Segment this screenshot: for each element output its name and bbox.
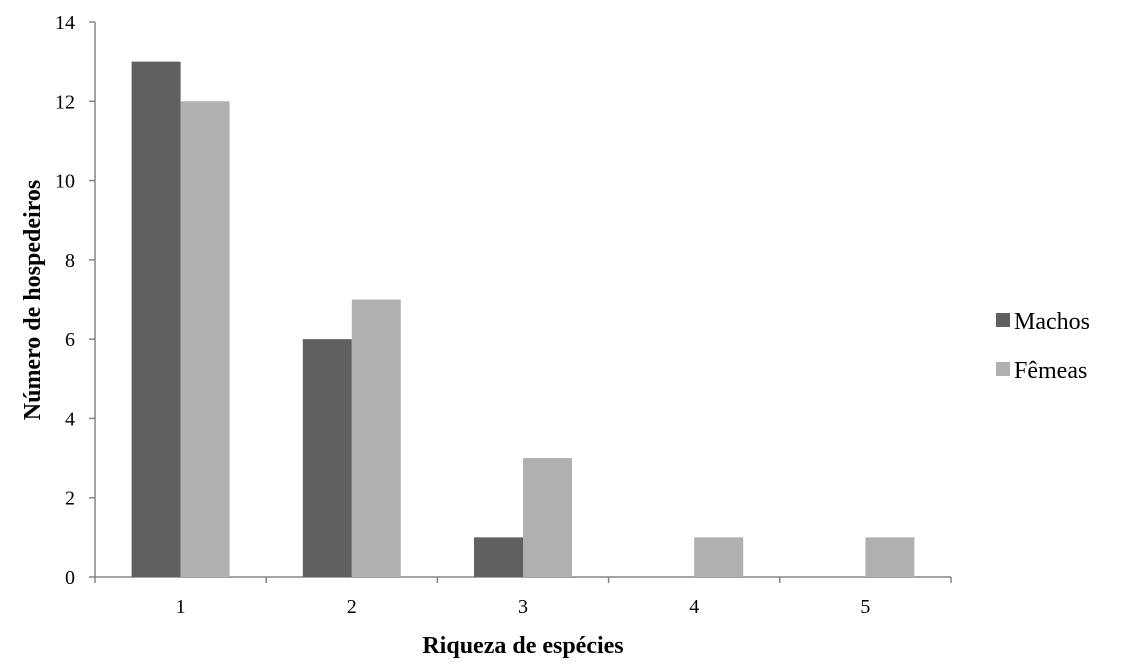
bar-femeas-5 [865,537,915,577]
legend-label-femeas: Fêmeas [1014,358,1087,384]
x-ticks: 1 2 3 4 5 [94,577,952,618]
y-axis-title: Número de hospedeiros [20,180,46,420]
x-tick-label: 5 [860,596,870,618]
x-axis-title: Riqueza de espécies [422,633,623,659]
y-tick-label: 0 [65,567,75,589]
x-tick-label: 4 [689,596,699,618]
x-tick-label: 3 [518,596,528,618]
legend-label-machos: Machos [1014,309,1090,335]
y-tick-label: 6 [65,329,75,351]
legend-swatch-femeas [996,362,1010,376]
y-tick-label: 8 [65,250,75,272]
y-tick-label: 14 [55,12,75,34]
legend-swatch-machos [996,313,1010,327]
y-ticks: 0 2 4 6 8 10 12 14 [55,12,95,589]
bars [131,61,915,578]
bar-machos-1 [131,61,181,577]
x-tick-label: 1 [176,596,186,618]
y-tick-label: 12 [55,91,75,113]
legend: Machos Fêmeas [996,309,1090,384]
bar-femeas-1 [180,101,230,578]
y-tick-label: 4 [65,408,75,430]
bar-femeas-3 [523,458,572,577]
bar-machos-2 [302,339,352,577]
y-tick-label: 10 [55,171,75,193]
y-tick-label: 2 [65,488,75,510]
bar-femeas-2 [351,299,401,577]
bar-machos-3 [474,537,523,577]
bar-femeas-4 [694,537,744,577]
x-tick-label: 2 [347,596,357,618]
